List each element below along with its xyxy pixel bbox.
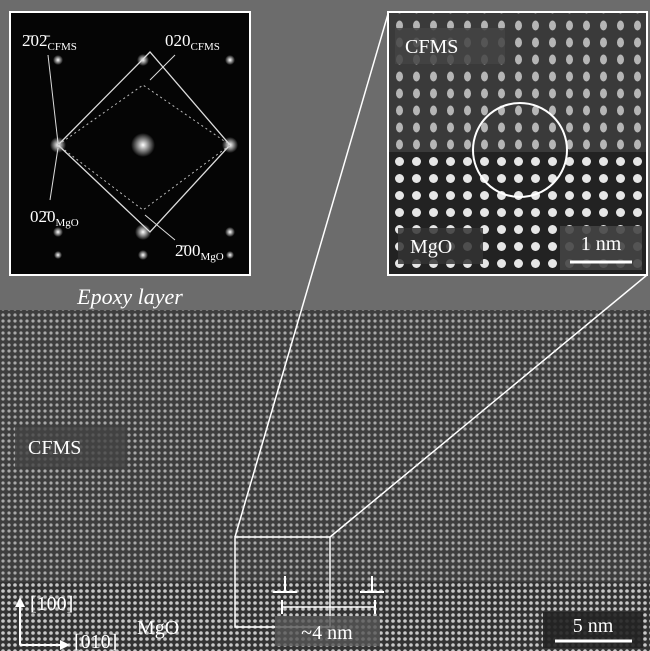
epoxy-label: Epoxy layer (76, 284, 183, 309)
mgo-label: MgO (137, 617, 179, 639)
cfms-label: CFMS (28, 437, 81, 459)
axis-up-label: [100] (30, 593, 73, 615)
axis-right-label: [010] (74, 631, 117, 651)
hrtem-cfms-label: CFMS (405, 36, 458, 58)
hrtem-inset: CFMS MgO 1 nm (388, 12, 647, 275)
hrtem-mgo-label: MgO (410, 236, 452, 258)
tem-figure: 2̄02̄CFMS 020CFMS 02̄0MgO 2̄00MgO Epoxy … (0, 0, 650, 651)
hrtem-scale-label: 1 nm (581, 233, 622, 255)
diffraction-inset: 2̄02̄CFMS 020CFMS 02̄0MgO 2̄00MgO (10, 12, 250, 275)
spacing-label: ~4 nm (301, 622, 353, 644)
scale-label: 5 nm (573, 615, 614, 637)
